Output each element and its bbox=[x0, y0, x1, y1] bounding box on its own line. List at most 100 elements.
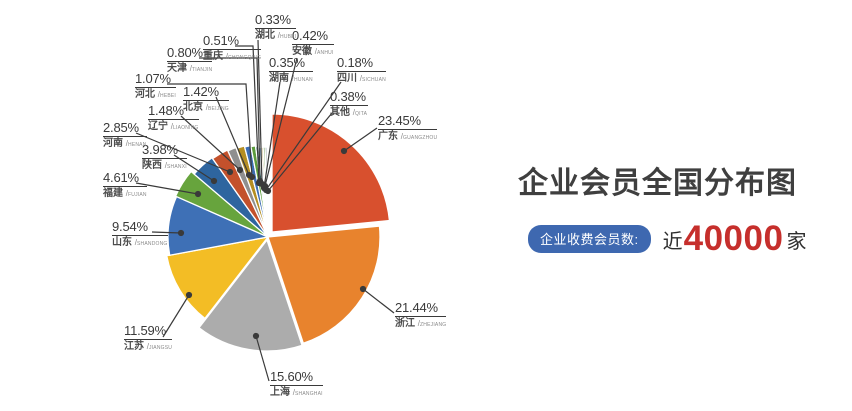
slice-label-jiangsu: 11.59% 江苏 /JIANGSU bbox=[124, 324, 173, 352]
pie-slice-henan bbox=[211, 149, 269, 238]
slice-province-pinyin: ZHEJIANG bbox=[420, 321, 447, 328]
slice-label-shanghai: 15.60% 上海 /SHANGHAI bbox=[270, 370, 323, 398]
leader-dot-shanghai bbox=[252, 332, 260, 340]
slice-province-pinyin: CHONGQING bbox=[228, 54, 262, 61]
slice-label-henan: 2.85% 河南 /HENAN bbox=[103, 121, 147, 149]
slice-province-name: 福建 /FUJIAN bbox=[103, 187, 147, 199]
slice-province-name: 北京 /BEIJING bbox=[183, 101, 229, 113]
slice-label-shanxi: 3.98% 陕西 /SHANXI bbox=[142, 143, 187, 171]
leader-dot-hubei bbox=[258, 180, 266, 188]
leader-dot-shandong bbox=[177, 229, 185, 237]
pie-slice-fujian bbox=[174, 170, 269, 238]
member-count-value: 40000 bbox=[683, 219, 784, 258]
slice-label-hubei: 0.33% 湖北 /HUBEI bbox=[255, 13, 297, 41]
leader-line-hebei bbox=[167, 83, 253, 178]
slice-percent: 1.07% bbox=[135, 72, 177, 88]
pie-slice-shanxi bbox=[193, 156, 269, 238]
leader-line-chongqing bbox=[235, 45, 260, 184]
slice-percent: 0.80% bbox=[167, 46, 213, 62]
slice-percent: 2.85% bbox=[103, 121, 147, 137]
leader-dot-zhejiang bbox=[359, 285, 367, 293]
leader-line-zhejiang bbox=[362, 288, 395, 314]
slice-province-pinyin: LIAONING bbox=[173, 124, 199, 131]
slice-province-pinyin: ANHUI bbox=[317, 49, 334, 56]
slice-percent: 0.35% bbox=[269, 56, 313, 72]
pie-slice-beijing bbox=[235, 145, 269, 238]
slice-province-name: 陕西 /SHANXI bbox=[142, 159, 187, 171]
slice-province-pinyin: QITA bbox=[355, 110, 368, 117]
slice-label-hebei: 1.07% 河北 /HEBEI bbox=[135, 72, 177, 100]
leader-line-sichuan bbox=[265, 81, 342, 191]
leader-dot-guangzhou bbox=[340, 147, 348, 155]
member-count-prefix: 近 bbox=[662, 230, 683, 253]
slice-label-tianjin: 0.80% 天津 /TIANJIN bbox=[167, 46, 213, 74]
slice-province-name: 广东 /GUANGZHOU bbox=[378, 130, 438, 142]
slice-province-name: 浙江 /ZHEJIANG bbox=[395, 317, 447, 329]
pie-slice-tianjin bbox=[250, 145, 269, 238]
leader-dot-sichuan bbox=[262, 186, 270, 194]
slice-province-name: 山东 /SHANDONG bbox=[112, 236, 168, 248]
slice-province-name: 辽宁 /LIAONING bbox=[148, 120, 199, 132]
leader-line-beijing bbox=[215, 96, 250, 176]
slice-province-name: 河南 /HENAN bbox=[103, 137, 147, 149]
slice-province-name: 重庆 /CHONGQING bbox=[203, 50, 262, 62]
member-count-row: 企业收费会员数: 近 40000 家 bbox=[528, 219, 806, 259]
slice-province-pinyin: SHANXI bbox=[167, 163, 187, 170]
leader-line-hunan bbox=[263, 81, 281, 189]
slice-label-guangzhou: 23.45% 广东 /GUANGZHOU bbox=[378, 114, 438, 142]
slice-province-name: 天津 /TIANJIN bbox=[167, 62, 213, 74]
slice-province-pinyin: JIANGSU bbox=[149, 344, 173, 351]
leader-line-qita bbox=[267, 112, 333, 192]
leader-dot-fujian bbox=[194, 190, 202, 198]
leader-line-fujian bbox=[135, 182, 199, 195]
slice-label-fujian: 4.61% 福建 /FUJIAN bbox=[103, 171, 147, 199]
slice-percent: 1.42% bbox=[183, 85, 229, 101]
leader-dot-hebei bbox=[248, 173, 256, 181]
pie-slice-guangzhou bbox=[271, 113, 391, 233]
slice-label-qita: 0.38% 其他 /QITA bbox=[330, 90, 368, 118]
slice-province-name: 其他 /QITA bbox=[330, 106, 368, 118]
leader-dot-henan bbox=[226, 168, 234, 176]
slice-province-pinyin: FUJIAN bbox=[128, 191, 147, 198]
leader-line-shanghai bbox=[255, 335, 270, 382]
leader-line-shanxi bbox=[173, 154, 215, 182]
leader-dot-shanxi bbox=[210, 177, 218, 185]
leader-line-liaoning bbox=[180, 115, 241, 171]
slice-percent: 3.98% bbox=[142, 143, 187, 159]
slice-label-hunan: 0.35% 湖南 /HUNAN bbox=[269, 56, 313, 84]
member-count-badge: 企业收费会员数: bbox=[528, 225, 651, 253]
slice-province-name: 河北 /HEBEI bbox=[135, 88, 177, 100]
slice-percent: 0.18% bbox=[337, 56, 386, 72]
slice-label-beijing: 1.42% 北京 /BEIJING bbox=[183, 85, 229, 113]
pie-slice-jiangsu bbox=[165, 236, 270, 320]
slice-province-name: 江苏 /JIANGSU bbox=[124, 340, 173, 352]
leader-line-hubei bbox=[257, 39, 263, 185]
slice-province-name: 上海 /SHANGHAI bbox=[270, 386, 323, 398]
leader-line-guangzhou bbox=[343, 127, 378, 152]
slice-label-zhejiang: 21.44% 浙江 /ZHEJIANG bbox=[395, 301, 447, 329]
slice-percent: 0.33% bbox=[255, 13, 297, 29]
leader-dot-jiangsu bbox=[185, 291, 193, 299]
leader-line-jiangsu bbox=[162, 294, 190, 338]
slice-province-pinyin: BEIJING bbox=[208, 105, 229, 112]
leader-line-shandong bbox=[151, 231, 182, 234]
member-count-suffix: 家 bbox=[786, 230, 807, 253]
slice-province-pinyin: SHANGHAI bbox=[295, 390, 323, 397]
slice-province-name: 四川 /SICHUAN bbox=[337, 72, 386, 84]
slice-province-pinyin: GUANGZHOU bbox=[403, 134, 438, 141]
leader-line-anhui bbox=[264, 57, 298, 187]
leader-dot-liaoning bbox=[236, 166, 244, 174]
slice-percent: 0.51% bbox=[203, 34, 262, 50]
slice-label-chongqing: 0.51% 重庆 /CHONGQING bbox=[203, 34, 262, 62]
slice-province-pinyin: HEBEI bbox=[160, 92, 177, 99]
slice-province-name: 湖南 /HUNAN bbox=[269, 72, 313, 84]
slice-percent: 0.42% bbox=[292, 29, 334, 45]
slice-label-sichuan: 0.18% 四川 /SICHUAN bbox=[337, 56, 386, 84]
leader-line-henan bbox=[135, 132, 231, 173]
slice-province-pinyin: SHANDONG bbox=[137, 240, 168, 247]
pie-slice-zhejiang bbox=[267, 225, 381, 345]
slice-percent: 0.38% bbox=[330, 89, 368, 106]
slice-label-liaoning: 1.48% 辽宁 /LIAONING bbox=[148, 104, 199, 132]
